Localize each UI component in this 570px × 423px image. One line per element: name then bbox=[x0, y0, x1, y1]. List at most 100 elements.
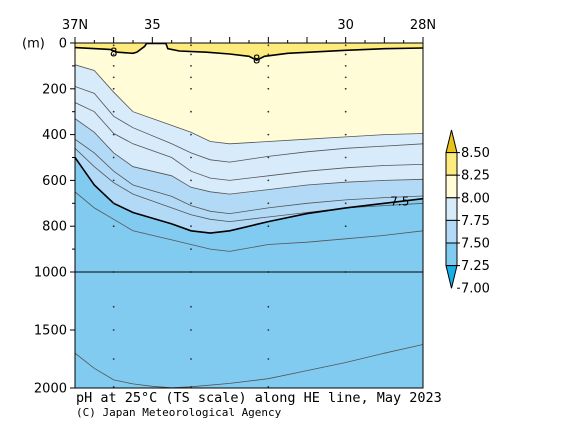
colorbar-top-arrow bbox=[445, 129, 458, 154]
sample-dot bbox=[190, 44, 192, 47]
sample-dot bbox=[112, 179, 115, 182]
chart-title: pH at 25°C (TS scale) along HE line, May… bbox=[76, 390, 442, 406]
sample-dot bbox=[112, 133, 115, 136]
contour-label: 7.5 bbox=[390, 195, 409, 209]
y-axis-label: (m) bbox=[22, 37, 45, 52]
colorbar-label: 7.25 bbox=[461, 259, 490, 274]
colorbar-segment bbox=[445, 242, 458, 267]
sample-dot bbox=[344, 44, 347, 47]
sample-dot bbox=[344, 65, 347, 67]
sample-dot bbox=[190, 329, 192, 331]
contour-line-7-45 bbox=[75, 191, 423, 252]
sample-dot bbox=[112, 156, 115, 159]
colorbar-label: 7.50 bbox=[461, 237, 490, 252]
y-tick-label: 200 bbox=[42, 82, 67, 97]
colorbar-segment bbox=[445, 219, 458, 244]
contour-labels: 8 87.5 bbox=[110, 46, 410, 209]
sample-dot bbox=[190, 156, 192, 159]
sample-dot bbox=[190, 385, 192, 388]
colorbar-bottom-arrow bbox=[445, 265, 458, 289]
sample-dot bbox=[112, 358, 115, 360]
colorbar-label: 8.00 bbox=[461, 191, 490, 206]
contour-line-8 bbox=[75, 64, 423, 145]
sample-dot bbox=[267, 305, 270, 308]
y-tick-label: 600 bbox=[42, 174, 67, 189]
colorbar: 8.50 8.25 8.00 7.75 7.50 7.25 7.00 bbox=[445, 129, 490, 297]
y-tick-label: 400 bbox=[42, 128, 67, 143]
y-tick-label: 1500 bbox=[34, 324, 67, 339]
sample-dot bbox=[267, 179, 270, 182]
sample-dot bbox=[267, 385, 270, 388]
y-tick-label: 0 bbox=[59, 37, 67, 52]
sample-dot bbox=[344, 225, 347, 228]
contour-label: 8 bbox=[110, 46, 118, 60]
colorbar-label: 7.75 bbox=[461, 214, 490, 229]
sample-dot bbox=[112, 44, 115, 47]
sample-dot bbox=[190, 179, 192, 182]
colorbar-segment bbox=[445, 152, 458, 176]
credit-text: (C) Japan Meteorological Agency bbox=[76, 406, 282, 419]
x-tick-label: 35 bbox=[144, 18, 161, 33]
sample-dot bbox=[112, 110, 115, 113]
sample-dot bbox=[112, 385, 115, 388]
sample-dot bbox=[344, 53, 347, 56]
sample-dot bbox=[190, 76, 192, 79]
sample-dot bbox=[344, 76, 347, 79]
colorbar-label: 8.50 bbox=[461, 146, 490, 161]
sample-dot bbox=[190, 358, 192, 360]
contour-line-7-9 bbox=[75, 86, 423, 163]
contour-line-8-surface bbox=[75, 43, 423, 62]
contour-line-7-65 bbox=[75, 138, 423, 215]
contour-line-7-8 bbox=[75, 102, 423, 181]
axes: 37N 35 30 28N 0 200 400 600 800 1000 1500 2000 (m) bbox=[22, 18, 436, 397]
sample-dot bbox=[267, 110, 270, 113]
sample-dot bbox=[190, 87, 192, 90]
sample-dot bbox=[267, 65, 270, 67]
sample-dot bbox=[112, 202, 115, 205]
band-8-to-8-25 bbox=[75, 43, 423, 144]
sample-dot bbox=[190, 65, 192, 67]
sample-dot bbox=[112, 305, 115, 308]
sample-dot bbox=[112, 65, 115, 67]
sample-dot bbox=[190, 248, 192, 251]
sample-dot bbox=[267, 76, 270, 79]
colorbar-segment bbox=[445, 174, 458, 199]
sample-dot bbox=[112, 329, 115, 331]
sample-dot bbox=[344, 87, 347, 90]
x-tick-label: 30 bbox=[337, 18, 354, 33]
sample-dot bbox=[190, 202, 192, 205]
sample-dot bbox=[190, 225, 192, 228]
sample-dot bbox=[190, 133, 192, 136]
y-tick-label: 1000 bbox=[34, 266, 67, 281]
sample-dot bbox=[112, 87, 115, 90]
sample-dot bbox=[267, 329, 270, 331]
sample-dot bbox=[190, 53, 192, 56]
sample-dot bbox=[344, 202, 347, 205]
contour-fills bbox=[75, 43, 423, 388]
sample-dot bbox=[112, 225, 115, 228]
y-tick-label: 800 bbox=[42, 220, 67, 235]
sample-dot bbox=[112, 53, 115, 56]
sample-dot bbox=[190, 110, 192, 113]
sample-dot bbox=[267, 44, 270, 47]
sample-dot bbox=[267, 225, 270, 228]
band-8-25-surface bbox=[75, 43, 423, 61]
sample-dot bbox=[344, 110, 347, 113]
y-tick-label: 2000 bbox=[34, 382, 67, 397]
sample-dot bbox=[267, 87, 270, 90]
sample-dot bbox=[267, 53, 270, 56]
sample-dot bbox=[344, 133, 347, 136]
sample-dot bbox=[267, 202, 270, 205]
colorbar-segment bbox=[445, 197, 458, 221]
x-tick-label: 28N bbox=[410, 18, 436, 33]
sample-dot bbox=[267, 133, 270, 136]
contour-label: 8 bbox=[253, 53, 261, 67]
sample-dot bbox=[267, 156, 270, 159]
band-deep bbox=[75, 344, 423, 388]
sample-dot bbox=[344, 179, 347, 182]
sample-dot bbox=[344, 156, 347, 159]
colorbar-label: 7.00 bbox=[461, 282, 490, 297]
contour-line-7-75 bbox=[75, 118, 423, 195]
sample-dot bbox=[267, 358, 270, 360]
